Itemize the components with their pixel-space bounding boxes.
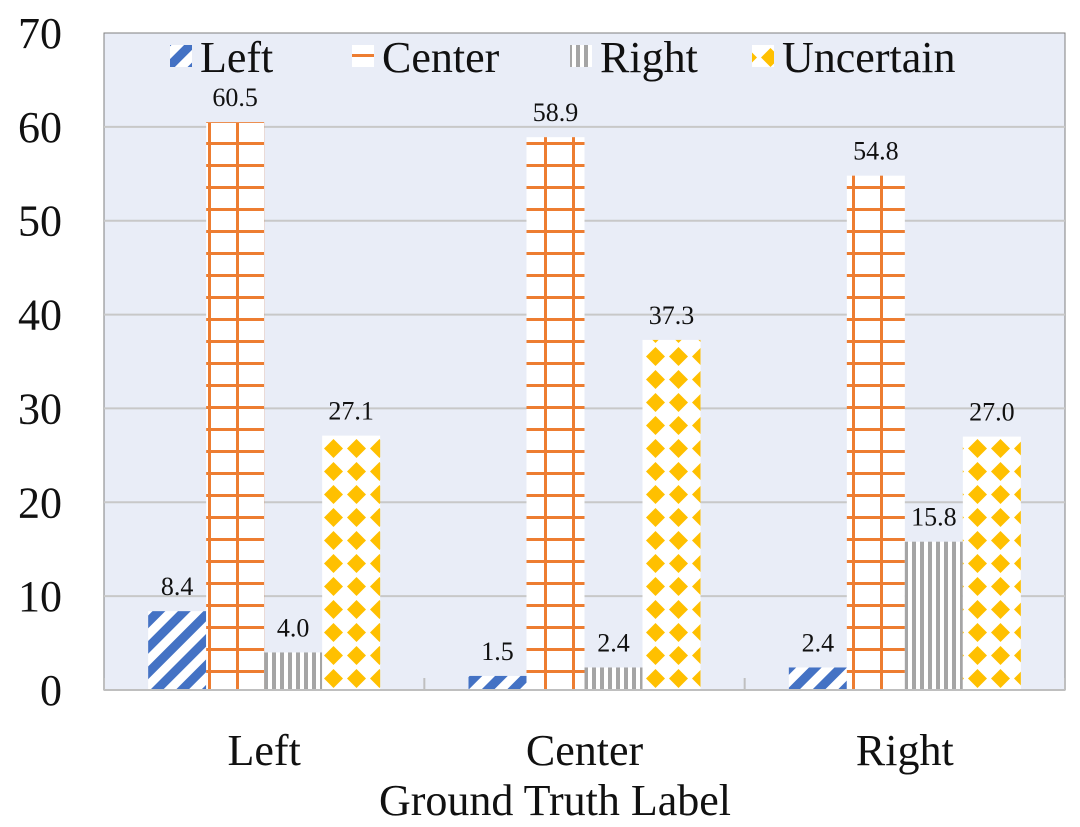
data-label: 60.5 [212,83,258,112]
data-label: 2.4 [597,628,630,657]
y-tick-label: 40 [18,291,62,340]
bar-uncertain-left [322,435,381,690]
y-tick-label: 70 [18,9,62,58]
y-tick-label: 0 [40,666,62,715]
legend-swatch-right [570,45,592,67]
y-tick-label: 50 [18,197,62,246]
legend-label: Left [200,33,273,82]
bar-left-center [468,675,527,690]
data-label: 54.8 [853,137,899,166]
data-label: 58.9 [533,98,579,127]
bar-center-left [206,122,265,690]
legend-label: Right [600,33,698,82]
x-tick-label: Left [228,726,301,775]
data-label: 8.4 [161,572,194,601]
data-label: 27.0 [969,398,1015,427]
bar-right-right [904,541,963,690]
data-label: 15.8 [911,503,957,532]
y-tick-label: 30 [18,384,62,433]
legend-swatch-center [352,45,374,67]
legend: Left Center Right Uncertain [170,33,955,82]
x-axis-title: Ground Truth Label [379,776,731,822]
y-axis: 0 10 20 30 40 50 60 70 [18,9,62,715]
bar-right-left [264,652,323,690]
data-label: 37.3 [649,301,695,330]
data-label: 27.1 [328,397,374,426]
legend-label: Center [382,33,500,82]
legend-swatch-uncertain [752,45,774,67]
y-tick-label: 10 [18,572,62,621]
y-tick-label: 60 [18,103,62,152]
data-labels: 8.4 60.5 4.0 27.1 1.5 58.9 2.4 37.3 2.4 54.8 15.8 2… [161,83,1015,666]
bar-left-left [148,611,207,690]
data-label: 4.0 [277,613,310,642]
bar-uncertain-right [962,436,1021,690]
bar-left-right [788,667,847,690]
data-label: 2.4 [802,628,835,657]
legend-label: Uncertain [782,33,955,82]
legend-swatch-left [170,45,192,67]
x-axis: Left Center Right [103,678,1066,775]
data-label: 1.5 [481,637,514,666]
bar-uncertain-center [642,339,701,690]
bar-right-center [584,667,643,690]
bar-center-right [846,175,905,691]
bars [148,122,1021,691]
x-tick-label: Right [856,726,954,775]
y-tick-label: 20 [18,478,62,527]
x-tick-label: Center [526,726,644,775]
bar-center-center [526,137,585,691]
